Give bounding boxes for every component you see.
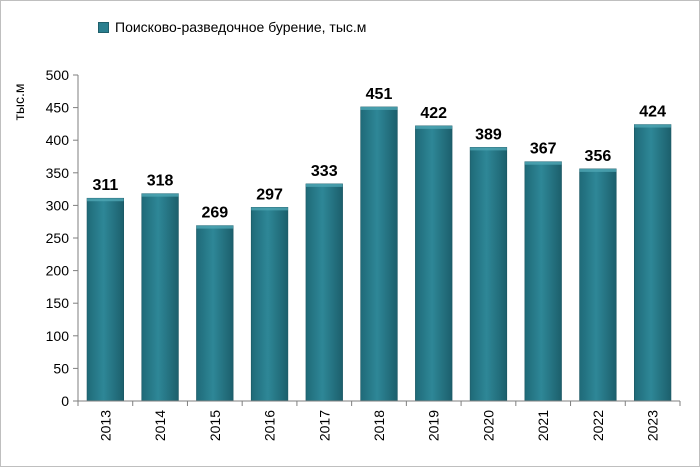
bars [86,106,672,402]
bar [634,124,672,402]
data-label: 311 [92,177,118,194]
bar [524,161,562,402]
bar-highlight [196,225,234,229]
y-tick-label: 400 [46,132,70,148]
y-tick-label: 100 [46,328,70,344]
bar-highlight [524,161,562,165]
bar [250,207,289,402]
legend-label: Поисково-разведочное бурение, тыс.м [115,19,367,35]
bar [305,183,343,402]
y-tick-label: 350 [46,165,70,181]
x-tick-label: 2015 [207,410,223,441]
x-axis: 2013 2014 2015 2016 2017 2018 2019 2020 2021 2022… [77,400,681,441]
bar-highlight [470,147,507,151]
bar-highlight [415,125,453,129]
bar-highlight [305,183,343,187]
bar-highlight [579,168,617,172]
legend-swatch [98,21,109,33]
data-labels: 311 318 269 297 333 451 422 389 367 356 424 [92,86,666,222]
bar [579,168,617,402]
bar [360,106,398,402]
data-label: 367 [530,141,557,158]
y-tick-label: 300 [46,197,70,213]
x-tick-label: 2018 [371,410,387,441]
y-tick-label: 200 [46,263,70,279]
x-tick-label: 2020 [480,410,496,441]
y-tick-label: 0 [61,393,69,409]
y-axis-title: тыс.м [11,84,27,121]
data-label: 297 [256,186,283,203]
x-tick-label: 2017 [316,410,332,441]
y-axis: 0 50 100 150 200 250 300 350 400 450 500 [46,67,79,409]
bar [469,147,508,402]
data-label: 424 [639,104,666,121]
data-label: 269 [201,205,228,222]
bar-highlight [360,106,398,110]
data-label: 333 [311,163,338,180]
y-tick-label: 250 [46,230,70,246]
y-tick-label: 50 [53,360,69,376]
x-tick-label: 2013 [97,410,113,441]
y-tick-label: 450 [46,100,70,116]
bar [141,193,179,402]
x-tick-label: 2023 [645,410,661,441]
data-label: 389 [475,126,502,143]
data-label: 356 [585,148,612,165]
data-label: 318 [147,173,174,190]
y-tick-label: 500 [46,67,70,83]
data-label: 451 [366,86,393,103]
bar [415,125,453,402]
bar [196,225,234,402]
x-tick-label: 2022 [590,410,606,441]
x-tick-label: 2016 [262,410,278,441]
bar-highlight [251,207,288,211]
bar-highlight [634,124,671,128]
x-tick-label: 2021 [535,410,551,441]
bar-highlight [141,193,179,197]
x-tick-label: 2019 [426,410,442,441]
bar [86,197,124,402]
bar-highlight [87,198,124,202]
x-tick-label: 2014 [152,410,168,441]
y-tick-label: 150 [46,295,70,311]
data-label: 422 [420,105,447,122]
legend: Поисково-разведочное бурение, тыс.м [98,19,366,35]
